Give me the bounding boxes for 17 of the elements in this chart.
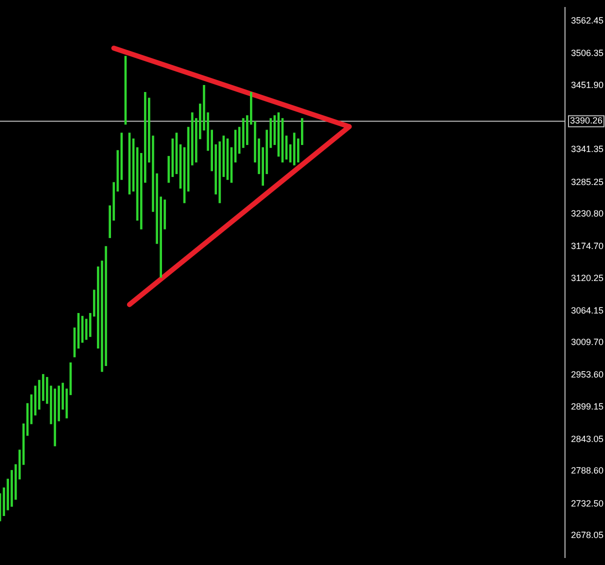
y-tick-label: 2899.15 <box>571 401 604 412</box>
y-tick-label: 3009.70 <box>571 337 604 348</box>
y-tick-label: 3285.25 <box>571 176 604 187</box>
y-tick-label: 3451.90 <box>571 80 604 90</box>
y-tick-label: 2953.60 <box>571 370 604 380</box>
y-tick-label: 2678.05 <box>571 530 604 540</box>
y-tick-label: 3230.80 <box>571 208 604 218</box>
y-tick-label: 2788.60 <box>571 466 604 476</box>
y-tick-label: 3064.15 <box>571 305 604 316</box>
y-tick-label: 3506.35 <box>571 48 604 58</box>
ref-line-label: 3390.26 <box>570 116 603 126</box>
y-tick-label: 3562.45 <box>571 16 604 26</box>
y-tick-label: 3120.25 <box>571 272 604 283</box>
y-tick-label: 3341.35 <box>571 144 604 154</box>
y-tick-label: 2843.05 <box>571 434 604 444</box>
y-tick-label: 2732.50 <box>571 498 604 508</box>
y-tick-label: 3174.70 <box>571 241 604 252</box>
